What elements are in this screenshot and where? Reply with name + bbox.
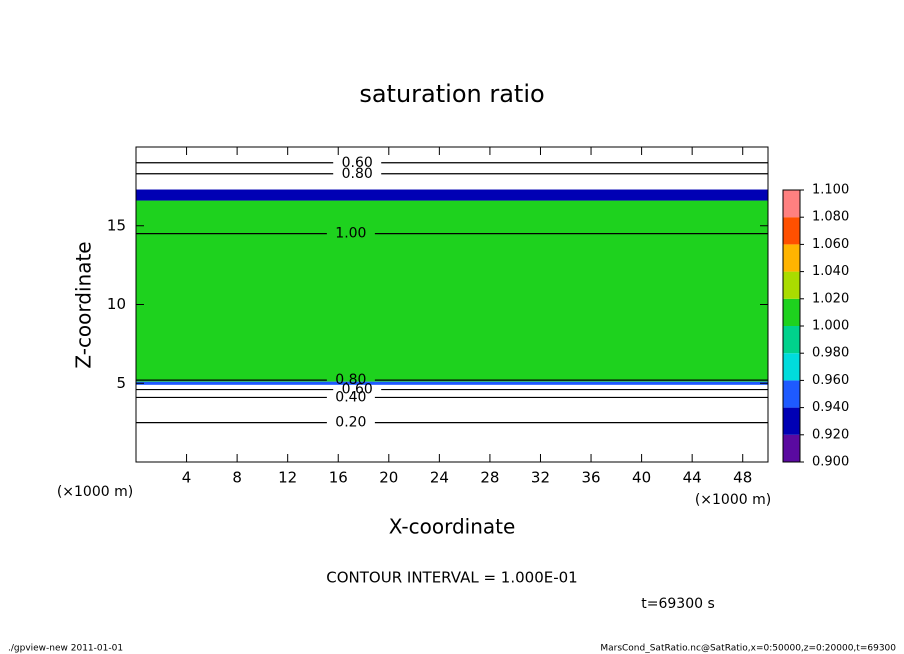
x-tick-label: 28 — [480, 469, 499, 487]
colorbar-label: 1.020 — [812, 291, 849, 306]
contour-label: 1.00 — [335, 226, 366, 242]
colorbar-label: 0.960 — [812, 373, 849, 388]
contour-label: 0.60 — [342, 382, 373, 398]
y-tick-label: 5 — [116, 374, 126, 392]
x-tick-label: 44 — [683, 469, 702, 487]
colorbar-bin — [783, 298, 800, 326]
colorbar-label: 1.040 — [812, 264, 849, 279]
x-tick-label: 12 — [278, 469, 297, 487]
colorbar-label: 0.980 — [812, 346, 849, 361]
y-unit: (×1000 m) — [57, 484, 133, 500]
colorbar-label: 0.940 — [812, 400, 849, 415]
x-tick-label: 24 — [430, 469, 449, 487]
colorbar-bin — [783, 190, 800, 218]
chart-title: saturation ratio — [359, 80, 544, 108]
colorbar-label: 1.060 — [812, 237, 849, 252]
contour-label: 0.80 — [335, 372, 366, 388]
colorbar-label: 0.900 — [812, 455, 849, 470]
x-tick-label: 8 — [232, 469, 242, 487]
x-tick-label: 48 — [733, 469, 752, 487]
colorbar-bin — [783, 326, 800, 354]
contour-label: 0.60 — [342, 155, 373, 171]
footer: ./gpview-new 2011-01-01 — [8, 644, 123, 654]
colorbar-bin — [783, 271, 800, 299]
colorbar-bin — [783, 380, 800, 408]
colorbar-label: 1.100 — [812, 183, 849, 198]
x-unit: (×1000 m) — [695, 492, 771, 508]
x-tick-label: 36 — [581, 469, 600, 487]
x-tick-label: 40 — [632, 469, 651, 487]
field-region — [136, 200, 768, 382]
colorbar-bin — [783, 434, 800, 462]
contour-label: 0.80 — [342, 166, 373, 182]
colorbar-label: 0.920 — [812, 427, 849, 442]
field-region — [136, 189, 768, 201]
x-tick-label: 20 — [379, 469, 398, 487]
colorbar-bin — [783, 244, 800, 272]
colorbar-label: 1.000 — [812, 319, 849, 334]
footer: MarsCond_SatRatio.nc@SatRatio,x=0:50000,… — [600, 644, 896, 654]
x-tick-label: 16 — [329, 469, 348, 487]
x-axis-label: X-coordinate — [389, 515, 516, 539]
colorbar-bin — [783, 217, 800, 245]
contour-label: 0.20 — [335, 415, 366, 431]
colorbar-label: 1.080 — [812, 210, 849, 225]
field-region — [136, 381, 768, 385]
colorbar-bin — [783, 407, 800, 435]
x-tick-label: 4 — [182, 469, 192, 487]
y-axis-label: Z-coordinate — [72, 241, 96, 368]
colorbar-bin — [783, 353, 800, 381]
annotation: CONTOUR INTERVAL = 1.000E-01 — [326, 569, 577, 587]
contour-label: 0.40 — [335, 389, 366, 405]
x-tick-label: 32 — [531, 469, 550, 487]
y-tick-label: 10 — [107, 295, 126, 313]
annotation: t=69300 s — [641, 596, 715, 612]
y-tick-label: 15 — [107, 216, 126, 234]
